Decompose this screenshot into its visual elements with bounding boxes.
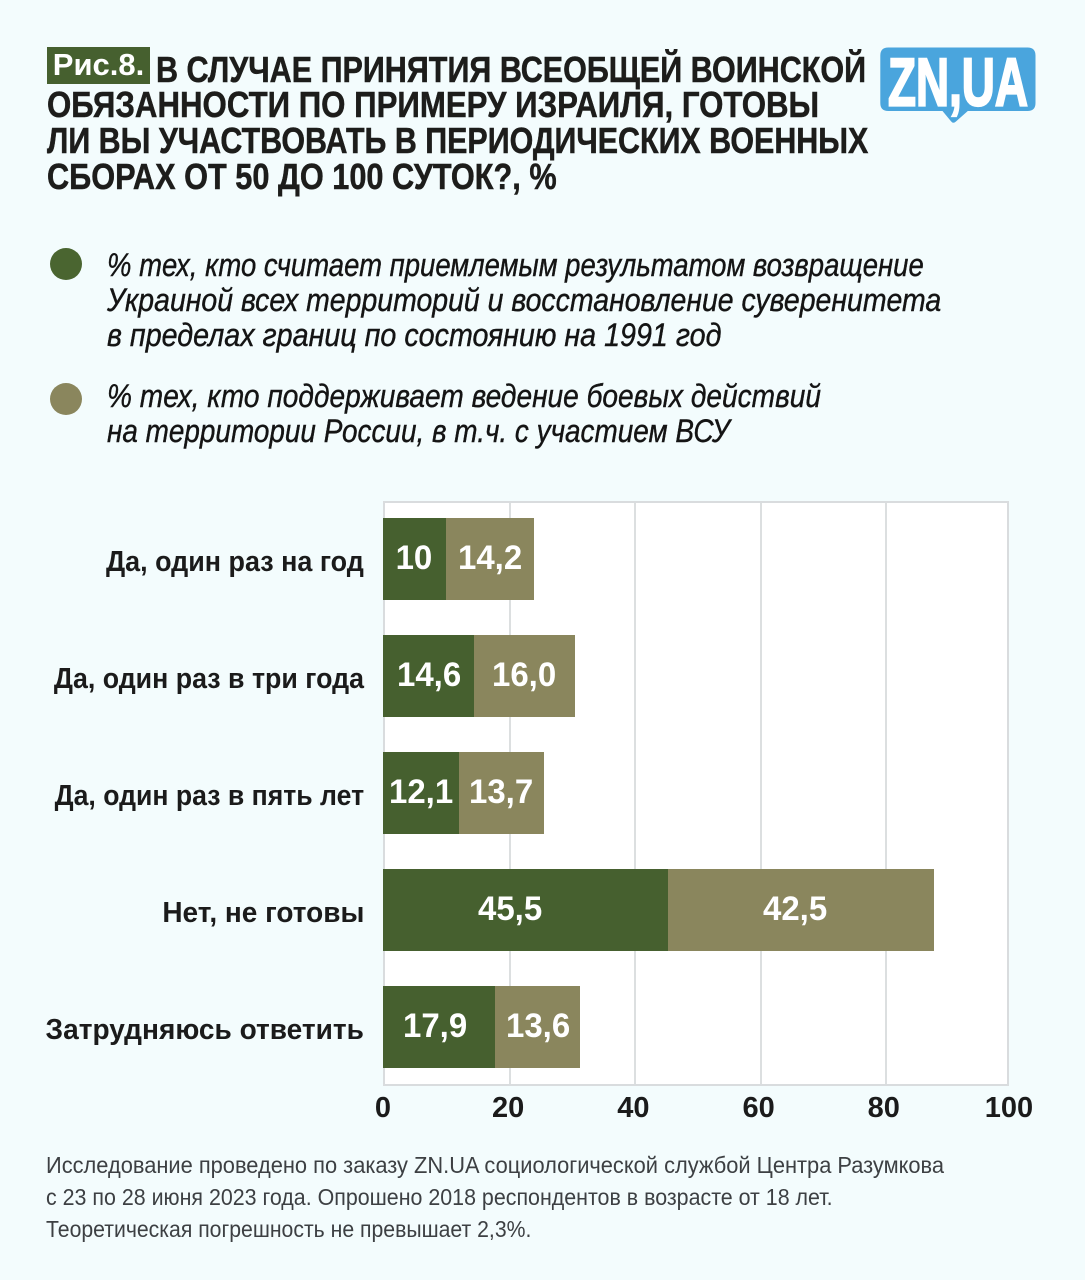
svg-text:ZN,UA: ZN,UA xyxy=(888,46,1028,121)
